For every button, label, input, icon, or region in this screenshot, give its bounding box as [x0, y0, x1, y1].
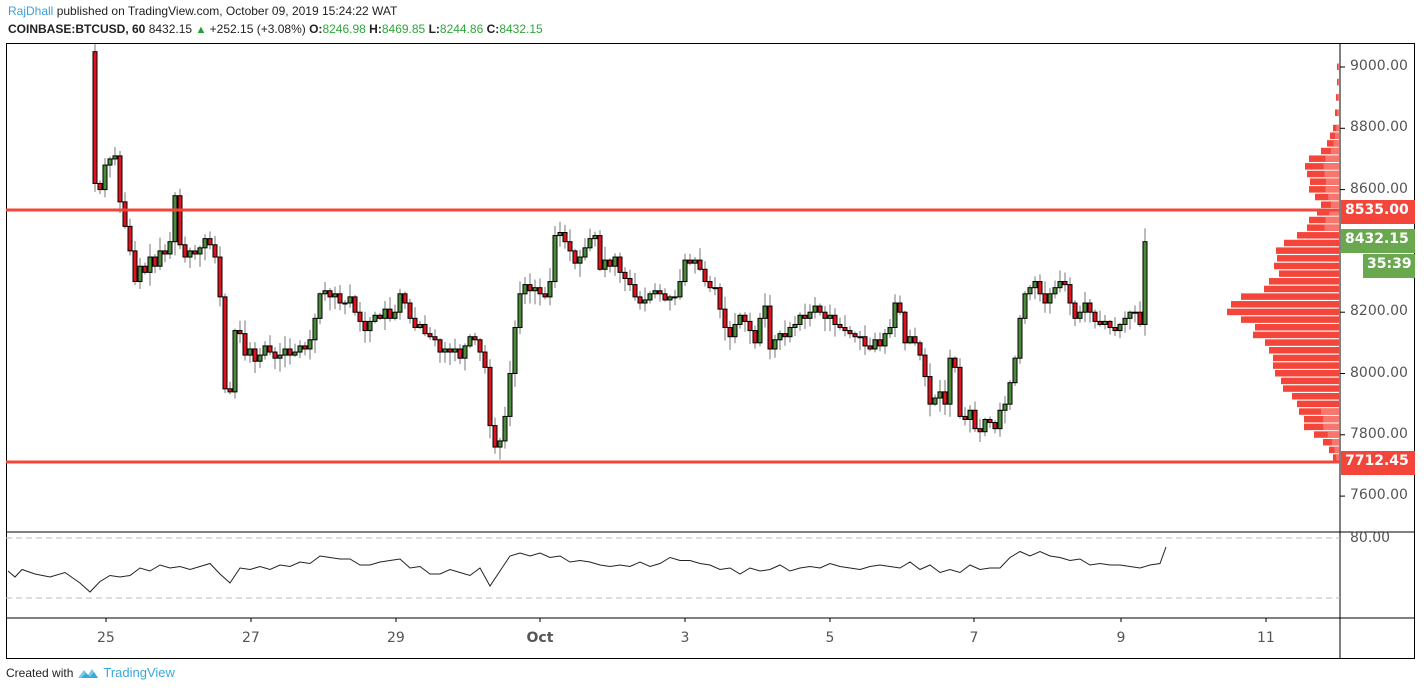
last-price: 8432.15 — [148, 22, 193, 36]
price-axis-label: 8200.00 — [1350, 303, 1408, 320]
published-text: published on TradingView.com, October 09… — [53, 4, 398, 18]
volume-profile — [1227, 63, 1339, 461]
close-value: 8432.15 — [499, 22, 543, 36]
time-axis-label: 7 — [969, 630, 979, 646]
high-label: H: — [369, 22, 382, 36]
resistance-price-tag: 8535.00 — [1341, 200, 1415, 224]
support-price-tag: 7712.45 — [1341, 451, 1415, 475]
candlestick-series — [92, 44, 1148, 460]
open-value: 8246.98 — [322, 22, 366, 36]
countdown-tag: 35:39 — [1363, 254, 1415, 278]
price-axis-label: 8600.00 — [1350, 180, 1408, 197]
time-axis-label: 5 — [825, 630, 835, 646]
price-axis-label: 8800.00 — [1350, 119, 1408, 136]
price-axis-label: 9000.00 — [1350, 58, 1408, 74]
price-axis-label: 7600.00 — [1350, 487, 1408, 504]
time-axis-label: 25 — [97, 630, 115, 646]
symbol-info: COINBASE:BTCUSD, 60 8432.15 ▲ +252.15 (+… — [8, 22, 543, 36]
time-axis-label: 9 — [1116, 630, 1126, 646]
price-axis-label: 8000.00 — [1350, 364, 1408, 381]
price-change: +252.15 (+3.08%) — [209, 22, 306, 36]
low-value: 8244.86 — [439, 22, 484, 36]
price-axis-label: 7800.00 — [1350, 425, 1408, 442]
rsi-axis-label: 80.00 — [1350, 530, 1391, 546]
author-link[interactable]: RajDhall — [8, 4, 54, 18]
time-axis-label: 27 — [242, 630, 260, 646]
low-label: L: — [428, 22, 440, 36]
time-axis-label: 29 — [387, 630, 405, 646]
tradingview-logo-icon — [78, 668, 99, 678]
time-axis-label: 3 — [680, 630, 690, 646]
chart-frame — [6, 43, 1415, 659]
time-axis-label: 11 — [1257, 630, 1275, 646]
symbol-label: COINBASE:BTCUSD, 60 — [8, 22, 146, 36]
footer: Created with TradingView — [6, 665, 175, 680]
high-value: 8469.85 — [381, 22, 426, 36]
last-price-tag: 8432.15 — [1341, 229, 1415, 253]
publish-info: RajDhall published on TradingView.com, O… — [8, 4, 397, 18]
created-with-text: Created with — [6, 665, 74, 680]
close-label: C: — [486, 22, 500, 36]
up-arrow-icon: ▲ — [195, 24, 207, 36]
time-axis-label: Oct — [526, 630, 554, 646]
rsi-line — [7, 546, 1167, 593]
tradingview-brand[interactable]: TradingView — [103, 665, 175, 680]
open-label: O: — [309, 22, 323, 36]
